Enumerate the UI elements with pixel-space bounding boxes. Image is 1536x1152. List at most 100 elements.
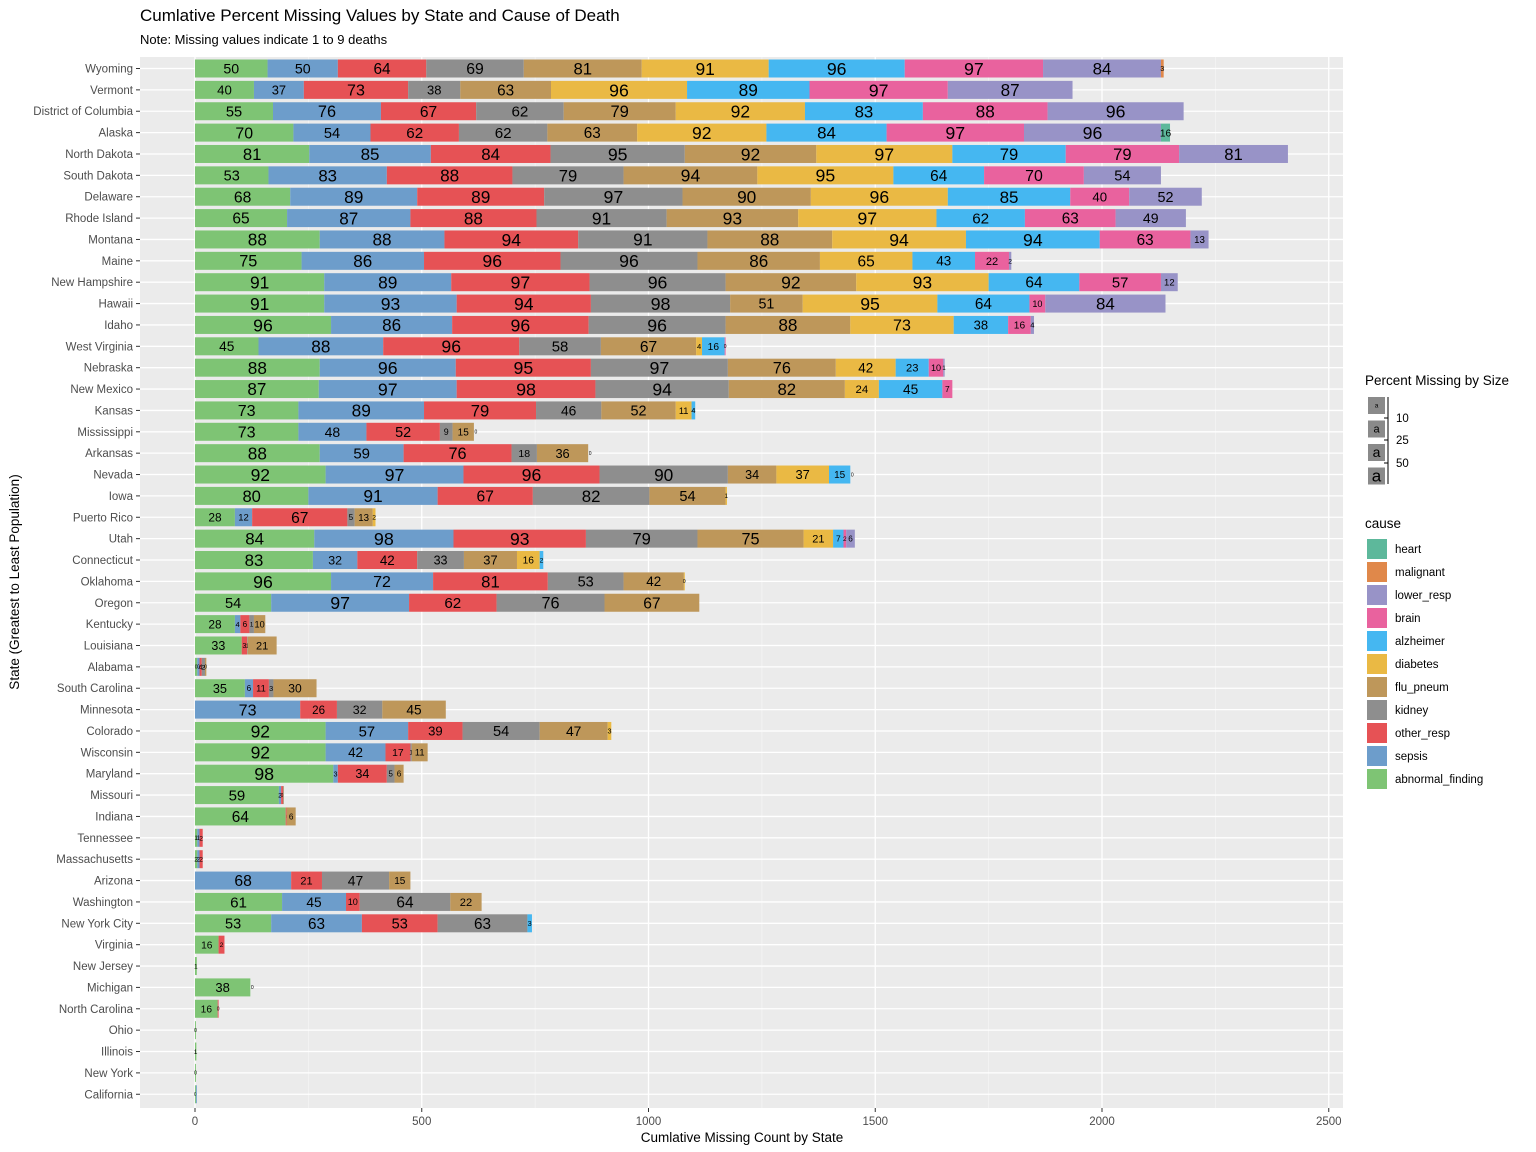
- bar-segment-diabetes: [810, 187, 948, 206]
- bar-segment-abnormal_finding: [195, 679, 245, 698]
- y-tick-label: Colorado: [86, 726, 133, 738]
- bar-segment-other_resp: [455, 358, 591, 377]
- bar-segment-kidney: [476, 102, 564, 121]
- bar-segment-other_resp: [199, 850, 203, 869]
- bar-segment-lower_resp: [1023, 123, 1161, 142]
- bar-segment-diabetes: [856, 273, 989, 292]
- y-tick-label: Tennessee: [77, 833, 133, 845]
- bar-segment-other_resp: [253, 679, 269, 698]
- bar-segment-diabetes: [372, 508, 376, 527]
- bar-label: 45: [406, 703, 422, 718]
- y-tick-label: Connecticut: [72, 555, 134, 567]
- bar-segment-alzheimer: [953, 315, 1009, 334]
- y-tick-label: Idaho: [104, 320, 133, 332]
- bar-label: 95: [608, 144, 628, 164]
- bar-label: 65: [232, 211, 249, 228]
- bar-segment-sepsis: [333, 764, 338, 783]
- bar-label: 96: [441, 337, 461, 357]
- bar-label: 0: [194, 1028, 197, 1034]
- bar-label: 16: [523, 556, 535, 567]
- bar-segment-sepsis: [234, 508, 253, 527]
- bar-segment-brain: [843, 529, 847, 548]
- bar-segment-kidney: [496, 593, 605, 612]
- y-tick-label: Massachusetts: [56, 854, 133, 866]
- bar-segment-abnormal_finding: [195, 1063, 196, 1082]
- bar-label: 16: [708, 342, 720, 353]
- bar-segment-brain: [724, 337, 726, 356]
- bar-label: 15: [458, 427, 470, 438]
- bar-label: 3: [269, 684, 273, 693]
- y-tick-label: California: [84, 1089, 133, 1101]
- bar-label: 92: [251, 743, 270, 763]
- bar-label: 79: [610, 102, 628, 121]
- bar-segment-abnormal_finding: [195, 957, 197, 976]
- bar-segment-abnormal_finding: [195, 572, 332, 591]
- bar-label: 38: [427, 83, 441, 98]
- bar-label: 0: [217, 1007, 220, 1013]
- cause-legend-swatch: [1367, 608, 1387, 628]
- bar-segment-lower_resp: [1115, 209, 1186, 228]
- cause-legend-swatch: [1367, 769, 1387, 789]
- bar-label: 39: [428, 724, 443, 739]
- bar-segment-sepsis: [331, 572, 434, 591]
- bar-segment-brain: [1024, 209, 1116, 228]
- bar-segment-kidney: [249, 615, 254, 634]
- bar-segment-alzheimer: [947, 187, 1071, 206]
- bar-label: 76: [318, 103, 336, 121]
- bar-segment-kidney: [201, 657, 205, 676]
- bar-segment-abnormal_finding: [195, 999, 218, 1018]
- bar-segment-sepsis: [271, 593, 410, 612]
- bar-segment-sepsis: [195, 700, 301, 719]
- bar-segment-flu_pneum: [684, 144, 817, 163]
- bar-label: 84: [481, 145, 500, 164]
- bar-label: 92: [692, 123, 711, 143]
- bar-segment-sepsis: [290, 187, 418, 206]
- bar-segment-abnormal_finding: [195, 380, 319, 399]
- size-legend-key: [1368, 397, 1385, 414]
- bar-label: 63: [497, 82, 514, 99]
- bar-label: 94: [889, 230, 909, 250]
- bar-segment-kidney: [336, 700, 383, 719]
- bar-segment-abnormal_finding: [195, 486, 309, 505]
- bar-segment-kidney: [536, 209, 667, 228]
- bar-label: 88: [311, 337, 330, 357]
- bar-segment-flu_pneum: [286, 807, 296, 826]
- bar-label: 33: [211, 639, 225, 653]
- bar-label: 0: [251, 985, 254, 991]
- bar-segment-diabetes: [607, 721, 612, 740]
- bar-label: 84: [817, 124, 836, 143]
- bar-label: 48: [325, 424, 341, 440]
- bar-label: 88: [248, 230, 267, 250]
- bar-label: 26: [312, 704, 325, 717]
- bar-segment-alzheimer: [988, 273, 1080, 292]
- bar-segment-alzheimer: [527, 914, 532, 933]
- bar-segment-abnormal_finding: [195, 807, 286, 826]
- bar-segment-kidney: [426, 59, 524, 78]
- bar-segment-other_resp: [453, 529, 586, 548]
- bar-segment-flu_pneum: [730, 294, 803, 313]
- bar-segment-brain: [975, 251, 1010, 270]
- bar-label: 97: [330, 593, 350, 613]
- bar-label: 50: [223, 62, 239, 78]
- bar-label: 96: [1106, 102, 1126, 122]
- bar-label: 37: [272, 83, 286, 98]
- bar-segment-abnormal_finding: [195, 422, 299, 441]
- bar-label: 64: [396, 894, 414, 911]
- x-tick-label: 1500: [862, 1116, 888, 1128]
- bar-label: 34: [745, 468, 759, 482]
- bar-label: 63: [1062, 211, 1079, 228]
- bar-label: 59: [353, 446, 370, 463]
- size-legend-glyph: a: [1373, 444, 1381, 460]
- bar-segment-brain: [922, 102, 1048, 121]
- bar-label: 96: [648, 273, 668, 293]
- bar-segment-lower_resp: [1179, 144, 1288, 163]
- bar-segment-other_resp: [424, 251, 561, 270]
- bar-segment-lower_resp: [1129, 187, 1202, 206]
- bar-label: 94: [514, 294, 534, 314]
- bar-segment-sepsis: [244, 679, 254, 698]
- y-tick-label: Iowa: [109, 491, 134, 503]
- bar-segment-sepsis: [197, 828, 200, 847]
- cause-legend-label: kidney: [1395, 705, 1428, 717]
- bar-label: 1: [194, 963, 198, 970]
- bar-label: 7: [945, 384, 950, 394]
